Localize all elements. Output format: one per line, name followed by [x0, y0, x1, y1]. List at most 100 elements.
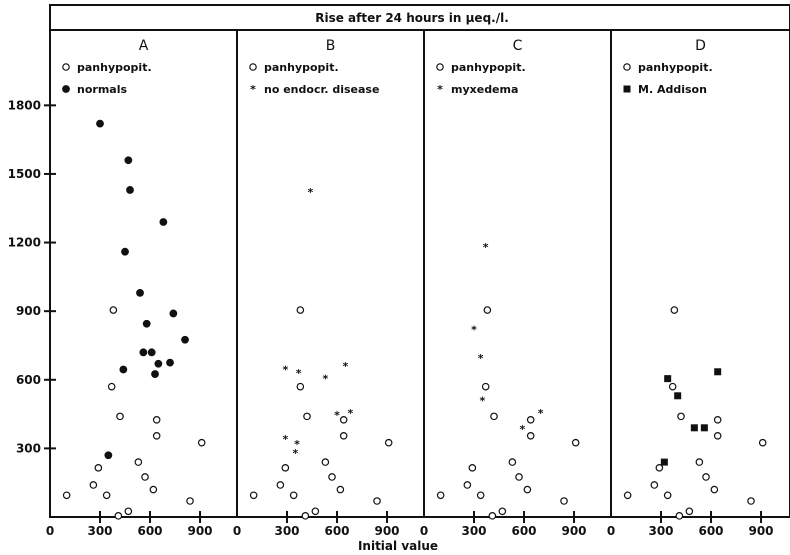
data-point-star: *	[347, 407, 353, 420]
data-point-star: *	[334, 409, 340, 422]
data-point-normal	[96, 119, 104, 128]
data-point-panhypopit	[747, 497, 755, 505]
y-tick-label: 300	[16, 441, 41, 455]
x-tick-label: 600	[137, 524, 162, 538]
legend-label: panhypopit.	[77, 61, 152, 74]
data-point-panhypopit	[508, 458, 517, 466]
data-point-panhypopit	[670, 306, 679, 314]
plot-frame	[49, 29, 790, 518]
y-tick-label: 600	[16, 373, 41, 387]
data-point-normal	[136, 288, 144, 297]
data-point-panhypopit	[713, 432, 722, 440]
data-point-panhypopit	[109, 306, 118, 314]
data-point-normal	[126, 186, 134, 194]
data-point-normal	[147, 348, 156, 357]
data-point-panhypopit	[571, 438, 580, 447]
data-point-panhypopit	[276, 481, 285, 489]
data-point-panhypopit	[758, 438, 767, 447]
data-point-panhypopit	[623, 63, 631, 71]
y-axis: 300 600 900 1200 1500 1800	[8, 98, 56, 455]
data-point-panhypopit	[281, 464, 290, 472]
data-point-panhypopit	[102, 491, 111, 500]
data-point-panhypopit	[650, 481, 659, 489]
data-point-panhypopit	[289, 491, 298, 500]
x-tick-label: 0	[607, 524, 615, 538]
data-point-star: *	[538, 407, 544, 420]
x-tick-label: 900	[374, 524, 399, 538]
title-box: Rise after 24 hours in μeq./l.	[49, 4, 790, 31]
x-tick-label: 0	[420, 524, 428, 538]
data-point-panhypopit	[710, 485, 719, 494]
y-tick-label: 1800	[8, 98, 41, 112]
y-tick-label: 900	[16, 304, 41, 318]
data-point-normal	[124, 156, 133, 165]
data-point-panhypopit	[436, 491, 445, 500]
x-tick-label: 600	[511, 524, 536, 538]
data-point-normal	[139, 348, 148, 357]
data-point-panhypopit	[498, 507, 507, 516]
data-point-star: *	[307, 186, 313, 199]
data-point-star: *	[519, 423, 525, 436]
x-tick-label: 900	[187, 524, 212, 538]
legend-label: normals	[77, 83, 127, 96]
data-point-star: *	[342, 360, 348, 373]
x-tick-label: 0	[233, 524, 241, 538]
data-point-addison	[700, 424, 708, 432]
x-tick-label: 300	[87, 524, 112, 538]
data-point-normal	[169, 309, 178, 318]
data-point-star: *	[282, 433, 288, 446]
data-point-panhypopit	[560, 497, 568, 505]
panel-letter: C	[513, 38, 523, 54]
legend-label: myxedema	[451, 83, 518, 96]
data-point-panhypopit	[476, 491, 485, 500]
data-point-panhypopit	[141, 473, 149, 481]
data-point-normal	[181, 335, 189, 344]
x-tick-label: 900	[561, 524, 586, 538]
data-point-panhypopit	[296, 382, 305, 391]
x-tick-label: 600	[324, 524, 349, 538]
data-point-panhypopit	[384, 438, 393, 447]
data-point-star: *	[250, 83, 256, 96]
legend-label: no endocr. disease	[264, 83, 379, 96]
data-point-star: *	[471, 323, 477, 336]
x-tick-label: 300	[648, 524, 673, 538]
data-point-panhypopit	[301, 512, 310, 520]
data-point-addison	[623, 85, 631, 93]
panel-letter: A	[139, 38, 149, 54]
data-point-panhypopit	[685, 507, 694, 516]
data-point-panhypopit	[515, 473, 523, 481]
data-point-normal	[159, 218, 168, 226]
data-point-panhypopit	[149, 485, 158, 494]
data-point-panhypopit	[488, 512, 497, 520]
data-point-normal	[154, 359, 163, 368]
data-point-panhypopit	[311, 507, 320, 516]
data-point-star: *	[294, 438, 300, 451]
data-point-panhypopit	[134, 458, 143, 466]
data-point-addison	[664, 375, 672, 383]
data-point-panhypopit	[62, 491, 71, 500]
data-point-panhypopit	[197, 438, 206, 447]
x-tick-label: 300	[461, 524, 486, 538]
x-tick-label: 600	[698, 524, 723, 538]
data-point-panhypopit	[303, 412, 311, 421]
x-tick-label: 900	[748, 524, 773, 538]
y-tick-label: 1200	[8, 236, 41, 250]
x-tick-label: 300	[274, 524, 299, 538]
data-point-panhypopit	[668, 382, 677, 391]
data-point-star: *	[296, 367, 302, 380]
data-point-panhypopit	[321, 458, 330, 466]
data-point-normal	[119, 365, 128, 374]
data-point-panhypopit	[675, 512, 684, 520]
data-point-star: *	[437, 83, 443, 96]
data-point-panhypopit	[107, 382, 116, 391]
legend-label: panhypopit.	[638, 61, 713, 74]
figure-title: Rise after 24 hours in μeq./l.	[315, 11, 509, 25]
data-point-panhypopit	[339, 416, 348, 424]
data-point-panhypopit	[526, 416, 535, 424]
data-point-panhypopit	[152, 416, 161, 424]
data-point-panhypopit	[523, 485, 532, 494]
